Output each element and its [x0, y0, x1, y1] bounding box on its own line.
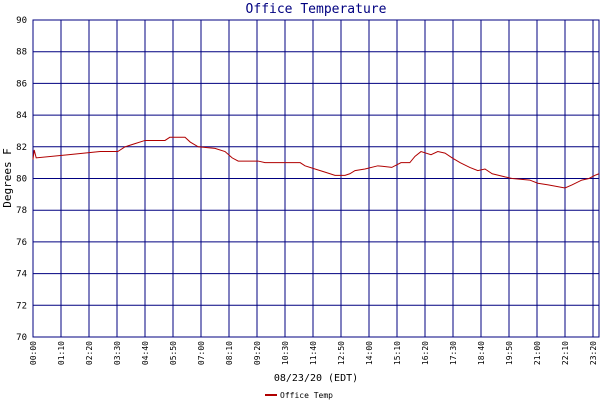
chart-title: Office Temperature: [246, 2, 387, 17]
x-tick-label: 08:10: [225, 341, 234, 365]
x-tick-label: 03:30: [113, 341, 122, 365]
y-tick-label: 76: [16, 238, 27, 248]
x-axis-label: 08/23/20 (EDT): [274, 373, 358, 384]
y-tick-label: 78: [16, 206, 27, 216]
y-tick-label: 72: [16, 301, 27, 311]
x-tick-label: 00:00: [29, 341, 38, 365]
x-tick-label: 15:10: [393, 341, 402, 365]
x-tick-label: 19:50: [505, 341, 514, 365]
x-tick-label: 07:00: [197, 341, 206, 365]
x-tick-label: 14:00: [365, 341, 374, 365]
x-tick-label: 02:20: [85, 341, 94, 365]
y-tick-label: 70: [16, 333, 27, 343]
x-tick-label: 01:10: [57, 341, 66, 365]
x-tick-label: 05:50: [169, 341, 178, 365]
x-tick-label: 21:00: [533, 341, 542, 365]
x-tick-label: 09:20: [253, 341, 262, 365]
x-tick-label: 10:30: [281, 341, 290, 365]
x-tick-label: 12:50: [337, 341, 346, 365]
legend-label: Office Temp: [280, 391, 333, 400]
x-tick-label: 17:30: [449, 341, 458, 365]
x-tick-label: 11:40: [309, 341, 318, 365]
y-tick-label: 86: [16, 79, 27, 89]
y-tick-label: 74: [16, 270, 27, 280]
x-tick-label: 16:20: [421, 341, 430, 365]
x-tick-label: 23:20: [589, 341, 598, 365]
y-tick-label: 88: [16, 48, 27, 58]
x-tick-label: 04:40: [141, 341, 150, 365]
y-axis-label: Degrees F: [1, 148, 14, 208]
y-tick-label: 90: [16, 16, 27, 26]
x-tick-label: 18:40: [477, 341, 486, 365]
plot-border: [32, 19, 600, 338]
x-tick-label: 22:10: [561, 341, 570, 365]
y-tick-label: 82: [16, 143, 27, 153]
y-tick-label: 80: [16, 175, 27, 185]
data-line: [32, 136, 600, 189]
y-tick-label: 84: [16, 111, 27, 121]
